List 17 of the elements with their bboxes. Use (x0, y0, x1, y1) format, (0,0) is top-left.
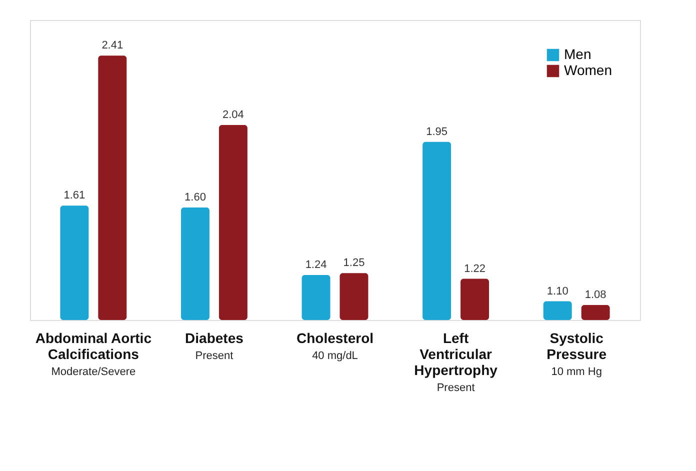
data-label: 1.22 (464, 262, 486, 275)
category-label: Left Ventricular Hypertrophy Present (414, 330, 498, 394)
category-label: Systolic Pressure 10 mm Hg (546, 330, 607, 378)
category-label: Abdominal Aortic Calcifications Moderate/Severe (35, 330, 152, 378)
data-label: 1.08 (584, 289, 606, 301)
data-label: 2.04 (222, 109, 244, 121)
legend-label: Women (564, 62, 612, 78)
data-label: 1.95 (426, 126, 448, 138)
data-label: 2.41 (102, 40, 124, 52)
data-label: 1.60 (184, 192, 206, 204)
category-label: Cholesterol 40 mg/dL (296, 330, 374, 362)
data-label: 1.25 (343, 257, 365, 270)
legend-label: Men (564, 46, 592, 62)
data-label: 1.24 (305, 259, 327, 271)
data-label: 1.10 (546, 285, 568, 298)
data-label: 1.61 (64, 190, 86, 202)
category-label: Diabetes Present (185, 330, 244, 362)
